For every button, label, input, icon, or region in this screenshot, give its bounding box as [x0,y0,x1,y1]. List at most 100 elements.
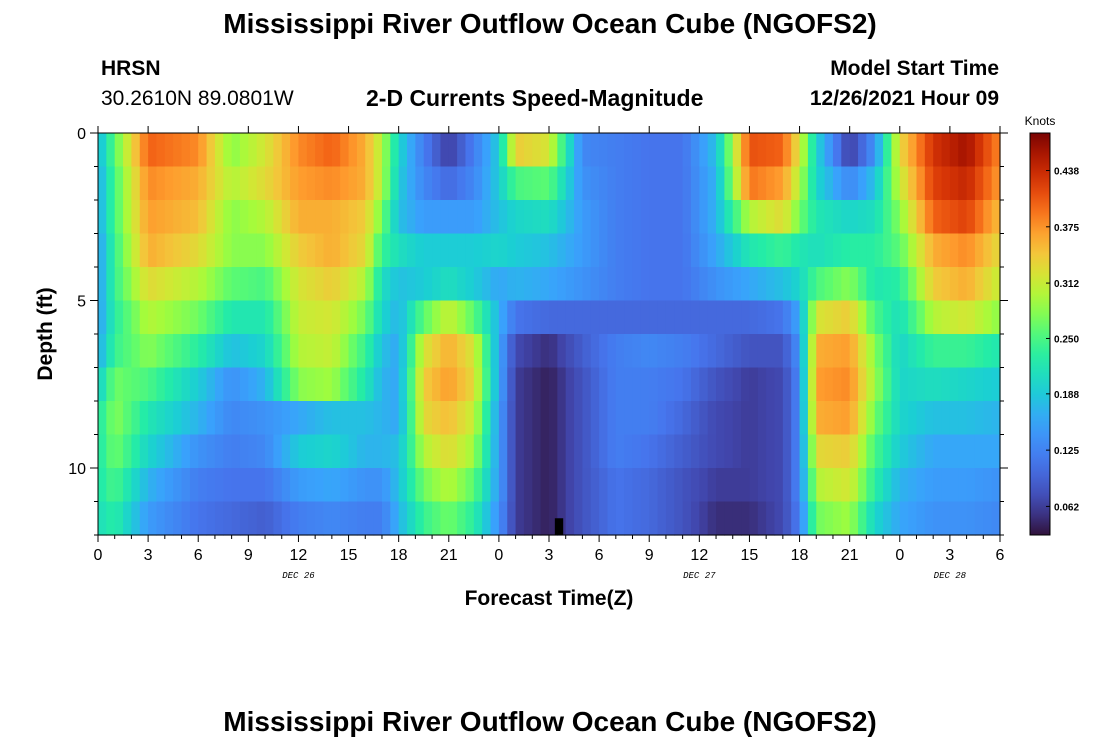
heat-cell [173,300,183,335]
heat-cell [807,300,817,335]
heat-cell [331,401,341,436]
heat-cell [841,401,851,436]
heat-cell [615,200,625,235]
heat-cell [114,233,124,268]
heat-cell [448,468,458,503]
heat-cell [515,233,525,268]
heat-cell [281,300,291,335]
heat-cell [415,233,425,268]
heat-cell [290,401,300,436]
heat-cell [549,468,558,503]
heat-cell [273,133,283,168]
heat-cell [966,166,976,201]
heat-cell [306,233,316,268]
heat-cell [515,434,525,469]
heat-cell [549,233,558,268]
heat-cell [465,233,475,268]
heat-cell [640,367,650,402]
heat-cell [557,367,567,402]
heat-cell [665,267,675,302]
heat-cell [540,434,550,469]
heat-cell [891,334,901,369]
heat-cell [181,468,191,503]
heat-cell [682,401,692,436]
heat-cell [114,166,124,201]
heat-cell [791,401,801,436]
heat-cell [883,300,893,335]
heat-cell [899,166,909,201]
heat-cell [883,133,893,168]
heat-cell [816,233,826,268]
heat-cell [724,334,734,369]
heat-cell [256,401,266,436]
heat-cell [974,468,984,503]
heat-cell [114,434,124,469]
heat-cell [123,434,133,469]
heat-cell [749,367,759,402]
heat-cell [958,401,968,436]
heat-cell [323,200,333,235]
heat-cell [356,367,366,402]
heat-cell [816,434,826,469]
model-start-value: 12/26/2021 Hour 09 [809,87,999,110]
heat-cell [941,200,951,235]
heat-cell [457,334,467,369]
heat-cell [640,468,650,503]
heat-cell [991,300,1001,335]
heat-cell [498,468,508,503]
heat-cell [891,367,901,402]
heat-cell [891,200,901,235]
heat-cell [966,434,976,469]
heat-cell [390,300,400,335]
heat-cell [607,401,617,436]
heat-cell [131,367,141,402]
heat-cell [507,200,517,235]
heat-cell [106,166,116,201]
heat-cell [356,200,366,235]
heat-cell [665,300,675,335]
heat-cell [473,468,483,503]
heat-cell [824,468,834,503]
heat-cell [457,367,467,402]
heat-cell [214,166,224,201]
heat-cell [816,468,826,503]
heat-cell [782,501,792,536]
heat-cell [281,367,291,402]
heat-cell [799,501,809,536]
heat-cell [490,434,500,469]
heat-cell [949,401,959,436]
heat-cell [239,300,249,335]
heat-cell [423,166,433,201]
heat-cell [490,501,500,536]
heat-cell [248,166,258,201]
heat-cell [239,501,249,536]
heat-cell [423,267,433,302]
heat-cell [749,401,759,436]
heat-cell [315,133,325,168]
heat-cell [983,468,993,503]
heat-cell [858,334,867,369]
heat-cell [540,334,550,369]
heat-cell [465,334,475,369]
heat-cell [615,334,625,369]
heat-cell [916,401,926,436]
heat-cell [824,300,834,335]
heat-cell [958,434,968,469]
heat-cell [624,334,634,369]
y-axis-label: Depth (ft) [34,287,57,380]
heat-cell [181,401,191,436]
heat-cell [490,200,500,235]
heat-cell [791,267,801,302]
heat-cell [724,468,734,503]
heat-cell [983,267,993,302]
heat-cell [899,267,909,302]
heat-cell [231,434,241,469]
heat-cell [899,401,909,436]
heat-cell [189,401,199,436]
heat-cell [106,468,116,503]
heat-cell [774,367,784,402]
heat-cell [348,334,358,369]
heat-cell [156,200,166,235]
heat-cell [440,300,450,335]
heat-cell [682,166,692,201]
